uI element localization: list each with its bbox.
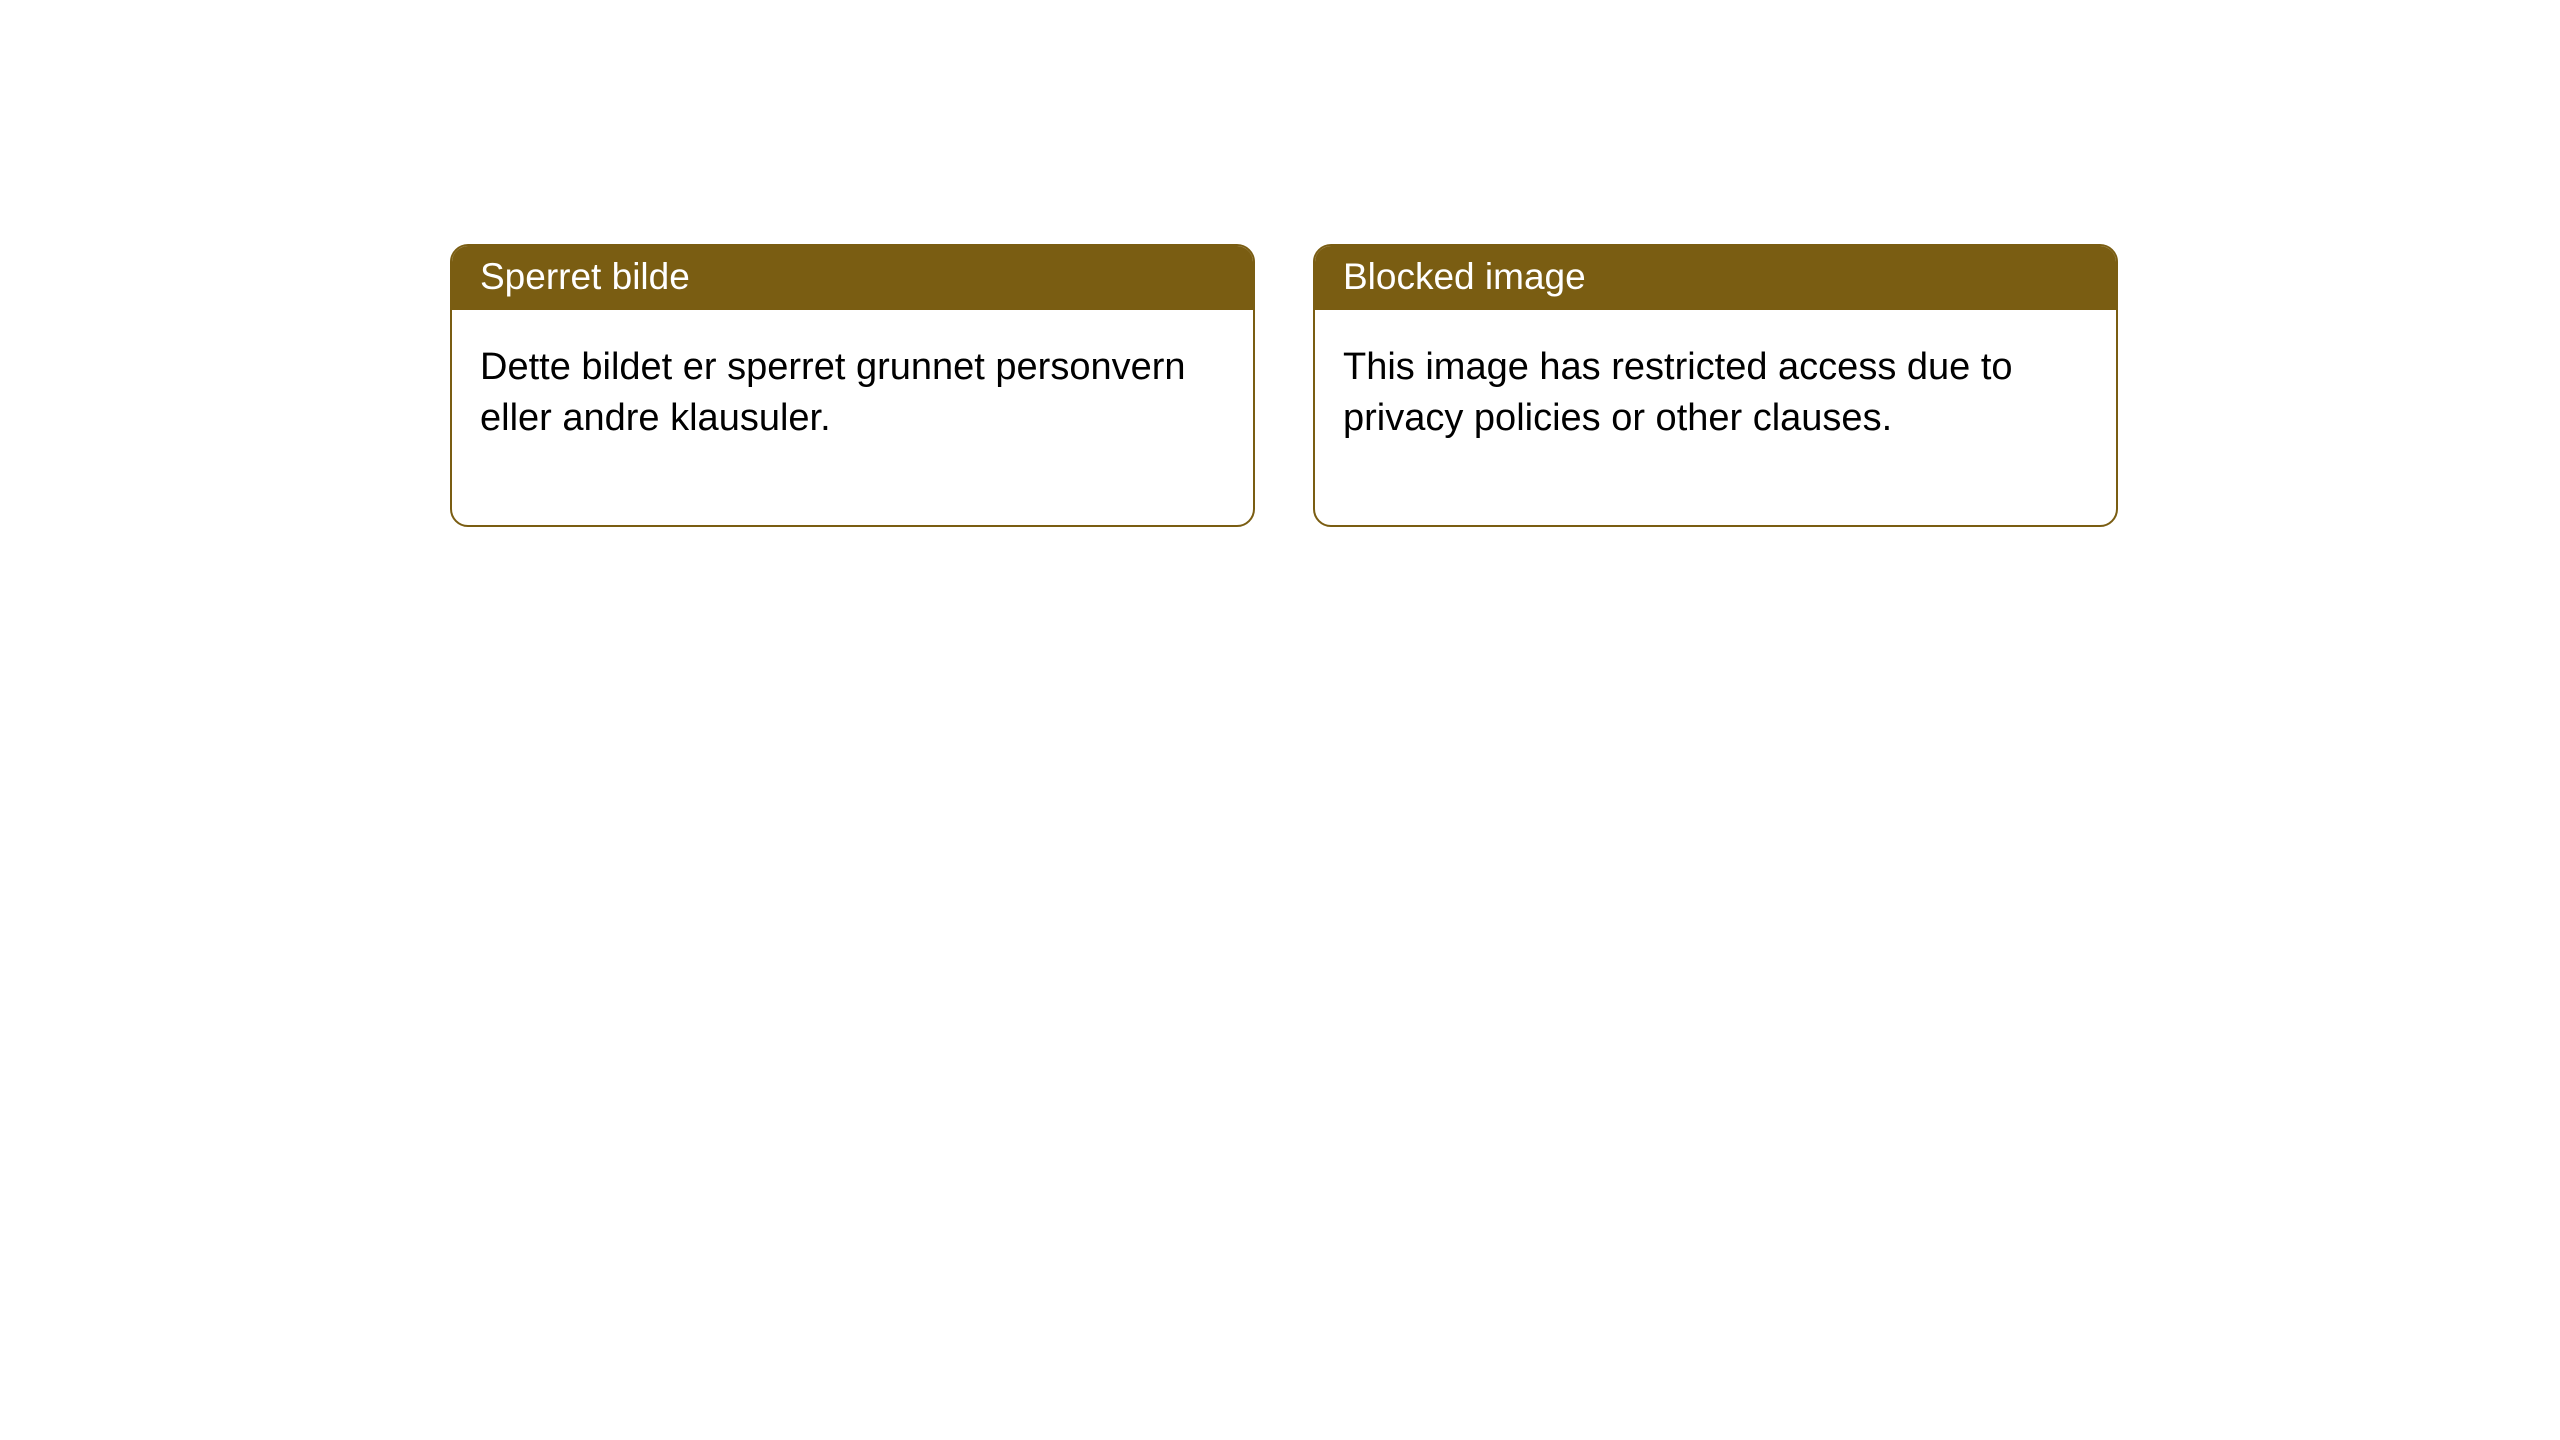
notice-card-en: Blocked image This image has restricted … — [1313, 244, 2118, 527]
notice-body-en: This image has restricted access due to … — [1315, 310, 2116, 525]
notice-header-en: Blocked image — [1315, 246, 2116, 310]
notice-header-no: Sperret bilde — [452, 246, 1253, 310]
notice-body-no: Dette bildet er sperret grunnet personve… — [452, 310, 1253, 525]
notice-container: Sperret bilde Dette bildet er sperret gr… — [0, 0, 2560, 527]
notice-card-no: Sperret bilde Dette bildet er sperret gr… — [450, 244, 1255, 527]
